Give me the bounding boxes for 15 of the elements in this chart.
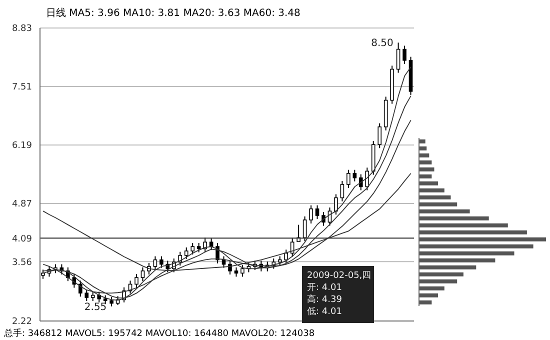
- y-tick-label: 8.83: [12, 24, 32, 34]
- annotation: 2.55: [84, 302, 107, 313]
- annotation: 低: 4.01: [307, 306, 343, 318]
- annotation: 8.50: [371, 38, 394, 50]
- y-tick-label: 6.19: [12, 141, 32, 152]
- chart-title: 日线 MA5: 3.96 MA10: 3.81 MA20: 3.63 MA60: 3.48: [46, 6, 300, 20]
- y-tick-label: 2.22: [12, 317, 32, 328]
- text: 总手: 346812 MAVOL5: 195742 MAVOL10: 164480 MAVOL20: 124038: [4, 328, 315, 340]
- annotation: 开: 4.01: [307, 282, 343, 294]
- y-tick-label: 4.09: [12, 234, 32, 244]
- y-tick-label: 3.56: [12, 258, 32, 268]
- annotation: 2009-02-05,四: [307, 270, 372, 282]
- annotation: 高: 4.39: [307, 294, 343, 306]
- y-tick-label: 7.51: [12, 82, 32, 93]
- y-tick-label: 4.87: [12, 200, 32, 210]
